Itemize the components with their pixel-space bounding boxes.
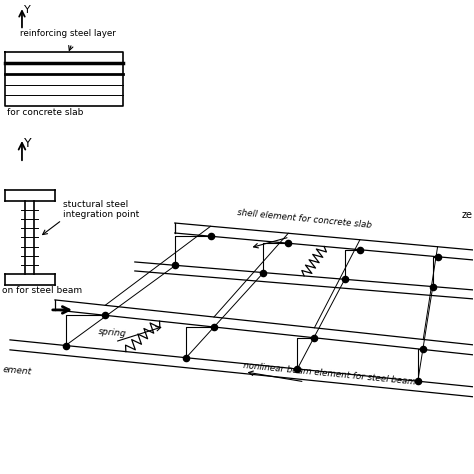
Point bbox=[62, 342, 69, 349]
Text: ement: ement bbox=[2, 365, 32, 377]
Text: integration point: integration point bbox=[63, 210, 139, 219]
Point bbox=[341, 275, 348, 283]
Text: reinforcing steel layer: reinforcing steel layer bbox=[20, 29, 116, 38]
Point bbox=[284, 239, 292, 247]
Text: Y: Y bbox=[24, 137, 32, 150]
Point bbox=[260, 269, 267, 276]
Point bbox=[101, 311, 109, 319]
Point bbox=[419, 346, 427, 353]
Point bbox=[356, 246, 364, 254]
Point bbox=[434, 253, 441, 261]
Point bbox=[172, 262, 179, 269]
Point bbox=[310, 334, 318, 342]
Text: spring: spring bbox=[98, 328, 127, 339]
Point bbox=[182, 354, 190, 362]
Point bbox=[210, 323, 218, 331]
Text: for concrete slab: for concrete slab bbox=[7, 108, 83, 117]
Point bbox=[207, 232, 214, 240]
Text: on for steel beam: on for steel beam bbox=[2, 286, 82, 295]
Text: nonlinear beam element for steel beam: nonlinear beam element for steel beam bbox=[243, 361, 416, 387]
Text: ze: ze bbox=[462, 210, 473, 220]
Point bbox=[414, 377, 421, 385]
Text: stuctural steel: stuctural steel bbox=[63, 200, 128, 209]
Text: Y: Y bbox=[24, 5, 31, 15]
Text: shell element for concrete slab: shell element for concrete slab bbox=[237, 208, 372, 230]
Point bbox=[293, 365, 301, 373]
Point bbox=[429, 283, 437, 291]
